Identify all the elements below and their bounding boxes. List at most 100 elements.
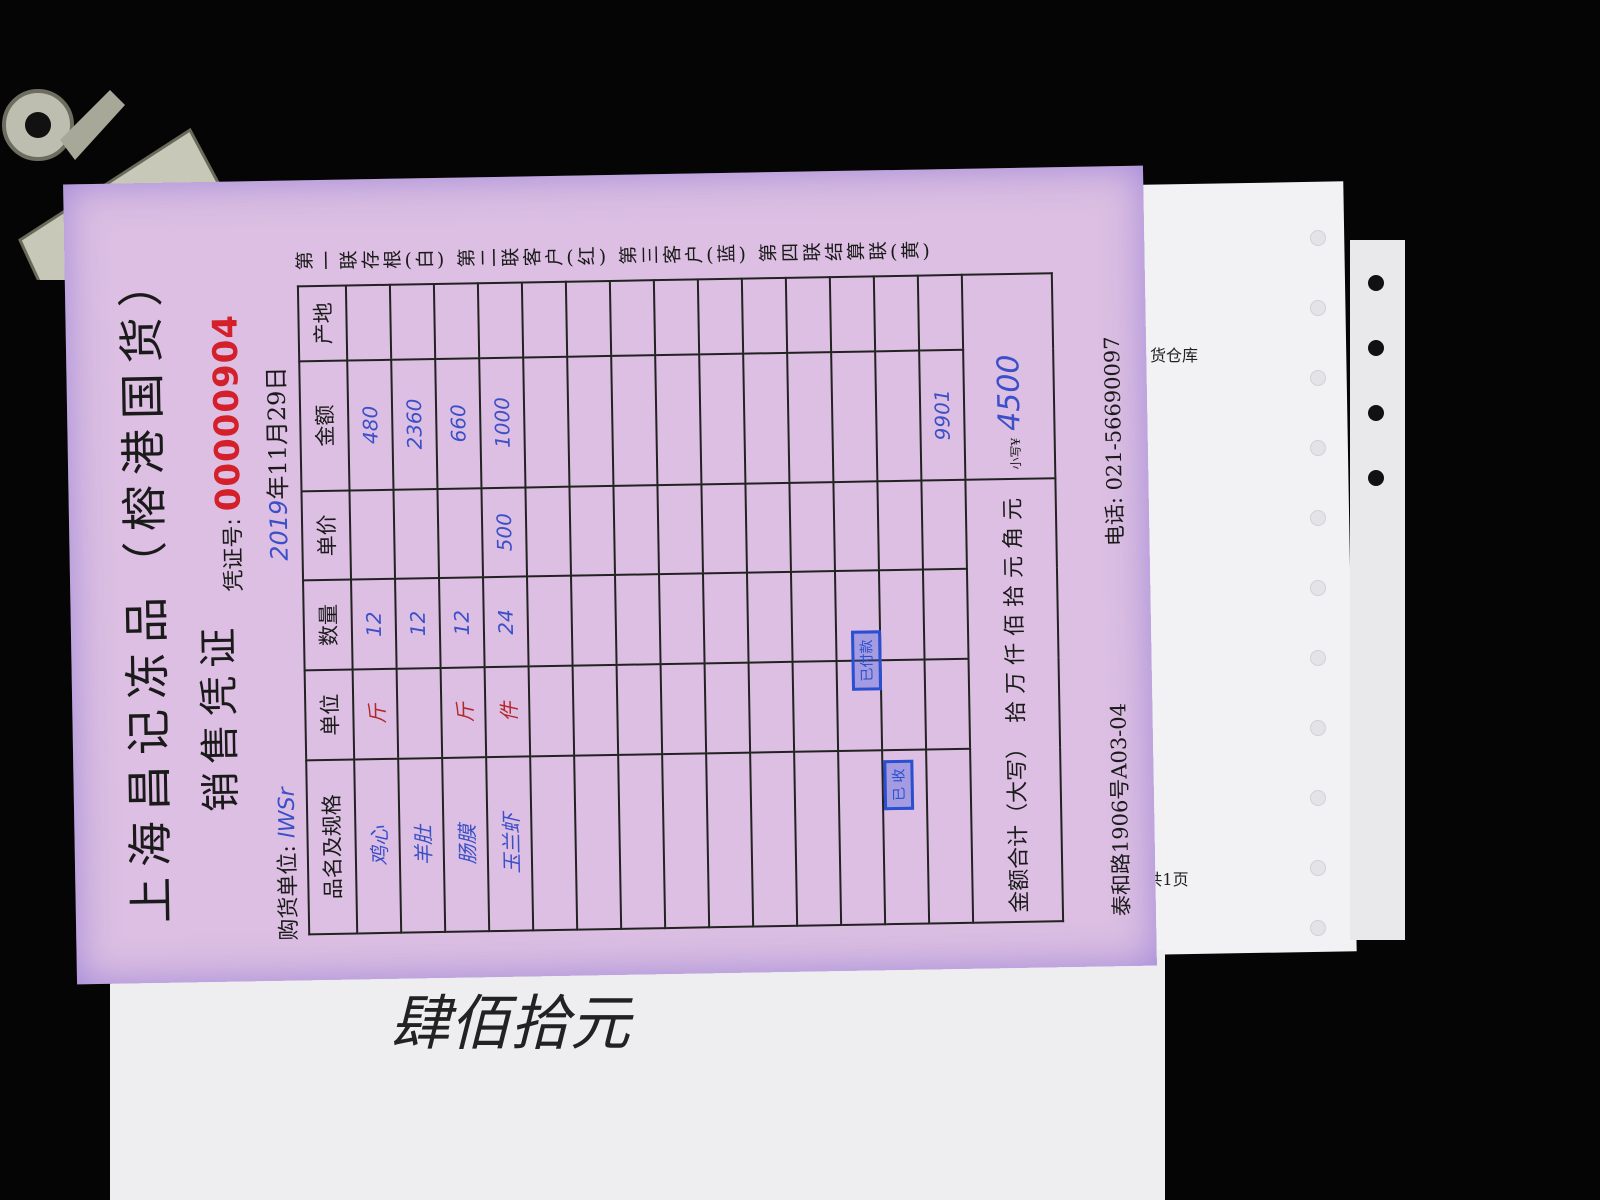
- total-row: 金额合计（大写） 拾 万 仟 佰 拾 元 角 元 小写¥ 4500: [961, 273, 1064, 923]
- cell-qty: 12: [439, 577, 485, 668]
- voucher-number: 凭证号: 00000904: [205, 313, 249, 592]
- cell-unit: 斤: [352, 668, 399, 760]
- cell-qty: [615, 574, 661, 665]
- cell-price: [921, 479, 967, 570]
- cell-origin: [829, 276, 876, 352]
- cell-qty: 24: [483, 576, 529, 668]
- cell-name: 羊肚: [398, 757, 446, 933]
- cell-amount: [523, 356, 570, 487]
- buyer-field: 购货单位: lWSr: [274, 787, 303, 941]
- col-unit: 单位: [304, 669, 355, 761]
- cell-qty: 12: [351, 579, 397, 670]
- cell-origin: [477, 282, 524, 359]
- cell-qty: 12: [395, 578, 441, 669]
- cell-origin: [345, 284, 392, 361]
- cell-unit: [616, 664, 663, 755]
- cell-qty: [658, 573, 705, 665]
- cell-qty: [702, 572, 749, 664]
- back-sheet-2: [1350, 240, 1405, 940]
- cell-price: 500: [481, 486, 528, 578]
- cell-unit: [704, 662, 751, 754]
- cell-price: [877, 480, 923, 571]
- total-small: 小写¥ 4500: [961, 273, 1056, 480]
- cell-unit: [880, 659, 927, 750]
- cell-amount: [567, 355, 614, 487]
- cell-amount: 660: [435, 358, 482, 489]
- received-stamp: 已 收: [883, 759, 915, 811]
- cell-unit: [528, 665, 575, 757]
- cell-unit: [396, 667, 443, 759]
- cell-price: [745, 482, 791, 573]
- cell-amount: 1000: [479, 357, 526, 488]
- cell-amount: [875, 350, 922, 481]
- cell-name: [662, 753, 710, 929]
- cell-origin: [433, 283, 480, 359]
- cell-origin: [521, 281, 568, 358]
- cell-qty: [571, 575, 617, 666]
- cell-price: [569, 485, 616, 576]
- cell-name: 肠膜: [442, 756, 490, 932]
- cell-origin: [697, 278, 744, 355]
- cell-unit: [572, 664, 619, 756]
- cell-amount: [611, 355, 658, 486]
- cell-price: [525, 486, 572, 577]
- cell-amount: 2360: [391, 358, 438, 490]
- phone: 电话: 021-56690097: [1099, 336, 1128, 547]
- cell-price: [789, 481, 835, 573]
- date-field: 2019年11月29日: [262, 366, 294, 562]
- col-qty: 数量: [303, 579, 353, 671]
- cell-qty: [790, 571, 837, 662]
- cell-qty: [922, 569, 969, 660]
- cell-unit: [792, 661, 839, 752]
- address: 泰和路1906号A03-04: [1106, 702, 1135, 917]
- cell-price: [613, 484, 659, 576]
- cell-origin: [741, 277, 788, 354]
- cell-qty: [878, 569, 925, 661]
- cell-price: [393, 488, 440, 580]
- total-words: 金额合计（大写） 拾 万 仟 佰 拾 元 角 元: [965, 477, 1064, 923]
- cell-name: 鸡心: [354, 758, 402, 934]
- cell-name: [530, 755, 578, 931]
- handwritten-amount: 肆佰拾元: [390, 989, 630, 1059]
- cell-unit: [660, 663, 707, 754]
- bottom-sheet: [110, 950, 1165, 1200]
- cell-qty: [527, 575, 573, 667]
- cell-origin: [565, 280, 612, 357]
- cell-amount: [831, 351, 878, 482]
- cell-qty: [746, 572, 793, 663]
- receipt-subtitle: 销售凭证: [195, 619, 246, 813]
- paid-stamp: 已付款: [851, 630, 883, 691]
- cell-name: [926, 748, 974, 924]
- cell-origin: [785, 277, 832, 353]
- copy-labels: 第一联存根(白) 第二联客户(红) 第三客户(蓝) 第四联结算联(黄): [294, 240, 934, 274]
- cell-name: [706, 752, 754, 928]
- cell-amount: [699, 353, 746, 484]
- sales-receipt: 上海昌记冻品（榕港国货） 销售凭证 凭证号: 00000904 购货单位: lW…: [63, 165, 1157, 985]
- company-title: 上海昌记冻品（榕港国货）: [113, 250, 180, 924]
- cell-origin: [609, 280, 656, 356]
- cell-price: [437, 487, 484, 579]
- col-amount: 金额: [299, 360, 350, 491]
- cell-amount: 480: [347, 359, 394, 491]
- cell-price: [833, 480, 879, 572]
- cell-amount: [787, 351, 834, 483]
- items-table: 品名及规格 单位 数量 单价 金额 产地 鸡心斤 12 480 羊肚 12 2360 肠膜斤…: [297, 272, 1064, 935]
- cell-name: [838, 749, 886, 926]
- cell-unit: [748, 661, 795, 753]
- cell-unit: 斤: [440, 667, 487, 758]
- cell-name: [618, 753, 666, 929]
- cell-name: 玉兰虾: [486, 756, 534, 932]
- cell-price: [349, 489, 396, 580]
- cell-name: [750, 751, 798, 927]
- cell-origin: [917, 274, 964, 351]
- col-price: 单价: [301, 490, 352, 581]
- cell-amount: 9901: [919, 349, 966, 481]
- cell-amount: [743, 352, 790, 484]
- cell-name: [574, 754, 622, 930]
- cell-name: [794, 750, 842, 926]
- col-origin: 产地: [297, 285, 348, 362]
- cell-amount: [655, 354, 702, 485]
- col-name: 品名及规格: [306, 759, 358, 935]
- cell-origin: [389, 284, 436, 360]
- cell-unit: [924, 658, 971, 750]
